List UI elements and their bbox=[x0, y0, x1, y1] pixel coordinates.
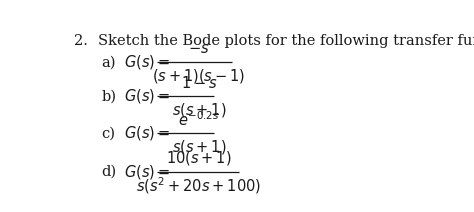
Text: $G(s) =$: $G(s) =$ bbox=[124, 87, 169, 105]
Text: $-s$: $-s$ bbox=[188, 41, 210, 56]
Text: $10(s+1)$: $10(s+1)$ bbox=[166, 149, 232, 167]
Text: $G(s) =$: $G(s) =$ bbox=[124, 163, 169, 181]
Text: a): a) bbox=[101, 55, 116, 69]
Text: $s(s+1)$: $s(s+1)$ bbox=[172, 138, 226, 156]
Text: b): b) bbox=[101, 89, 117, 103]
Text: $1-s$: $1-s$ bbox=[181, 75, 217, 91]
Text: $s(s+1)$: $s(s+1)$ bbox=[172, 101, 226, 119]
Text: $G(s) =$: $G(s) =$ bbox=[124, 124, 169, 142]
Text: Sketch the Bode plots for the following transfer functions:: Sketch the Bode plots for the following … bbox=[98, 34, 474, 48]
Text: $e^{-0.2s}$: $e^{-0.2s}$ bbox=[178, 110, 219, 129]
Text: $G(s) =$: $G(s) =$ bbox=[124, 53, 169, 71]
Text: d): d) bbox=[101, 165, 117, 179]
Text: $s(s^2+20s+100)$: $s(s^2+20s+100)$ bbox=[137, 175, 261, 196]
Text: 2.: 2. bbox=[74, 34, 88, 48]
Text: c): c) bbox=[101, 126, 116, 140]
Text: $(s+1)(s-1)$: $(s+1)(s-1)$ bbox=[152, 67, 246, 85]
